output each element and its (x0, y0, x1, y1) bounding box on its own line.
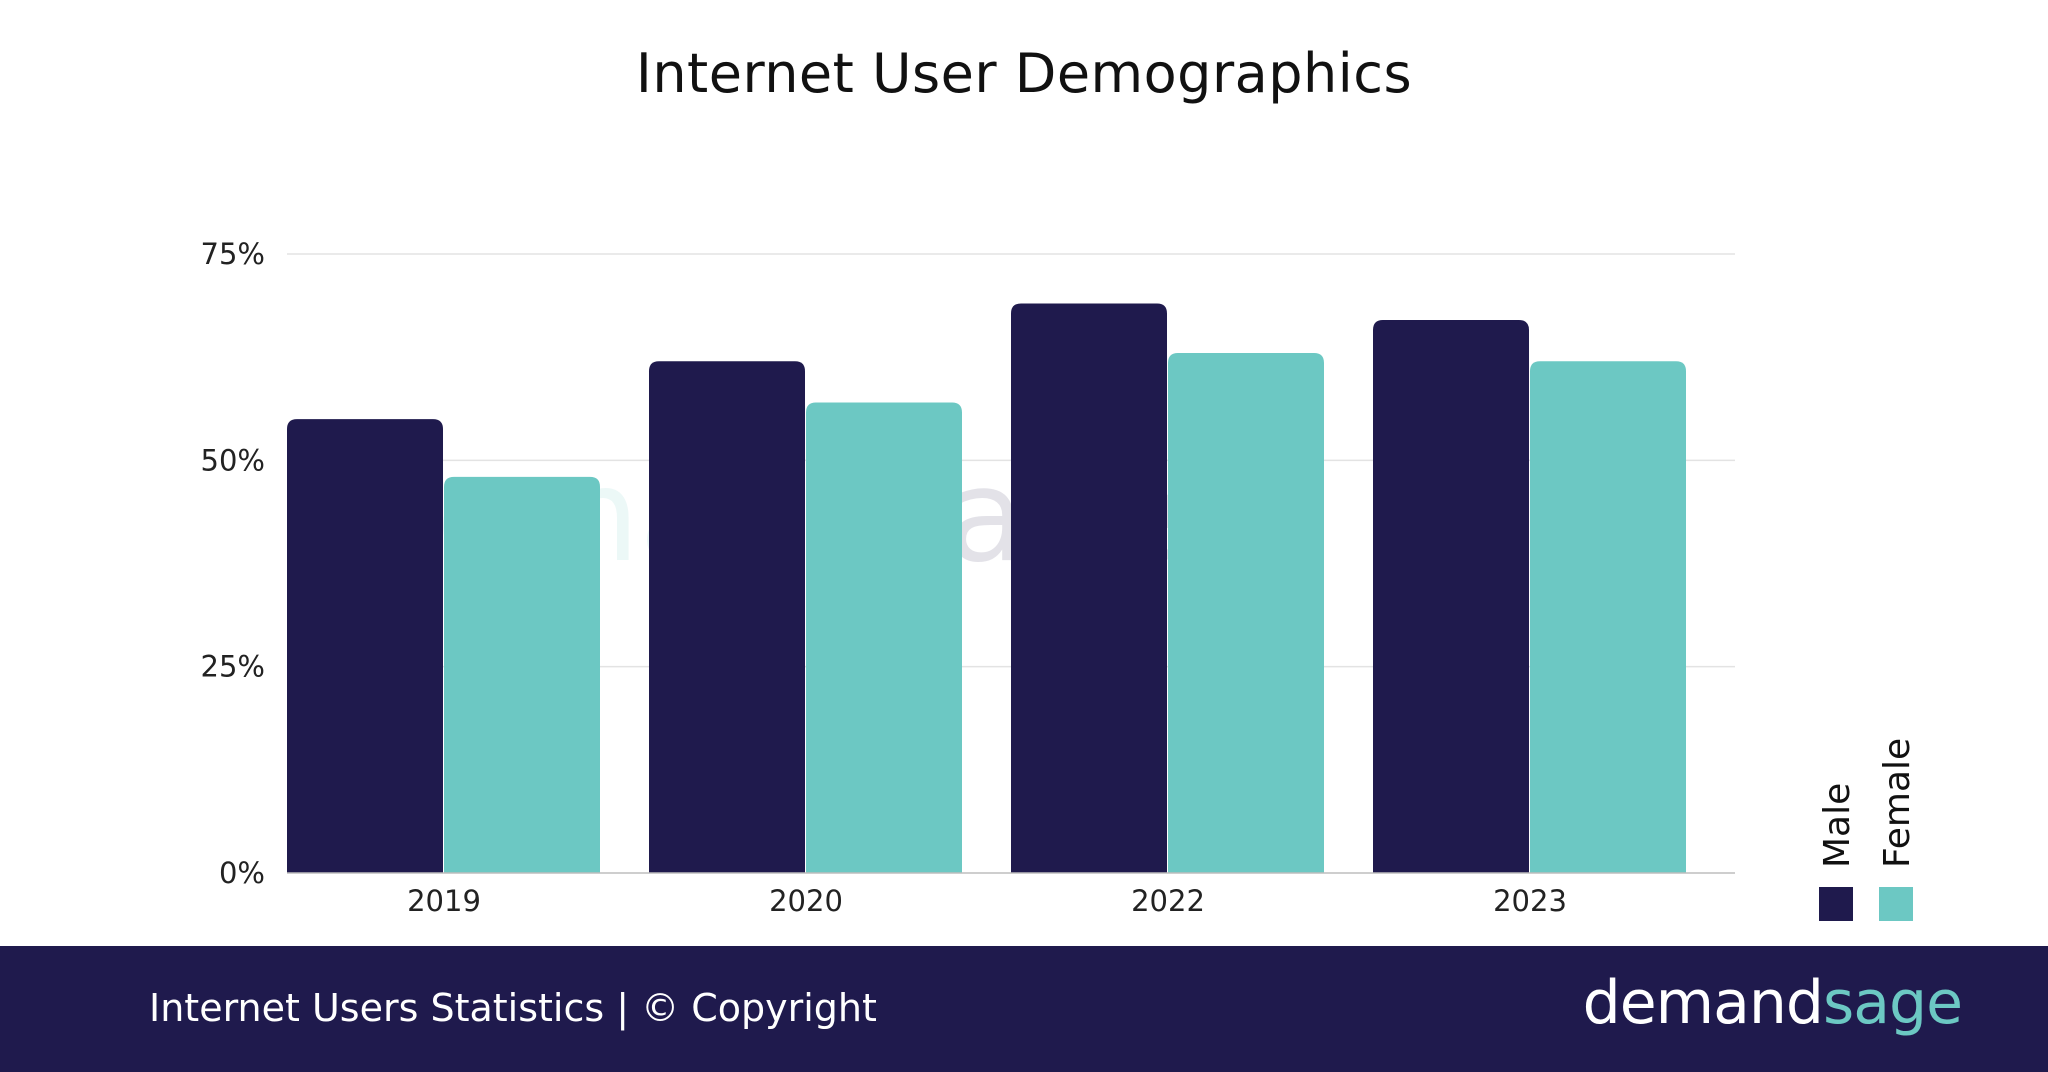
x-tick-label: 2023 (1493, 884, 1567, 918)
bars (287, 303, 1686, 873)
bar-male-2019 (287, 419, 443, 873)
footer-caption: Internet Users Statistics | © Copyright (149, 986, 877, 1030)
brand-part2: sage (1822, 968, 1963, 1038)
bar-male-2022 (1011, 303, 1167, 873)
axes: 0% 25% 50% 75% 2019 2020 2022 2023 (201, 237, 1735, 918)
bar-female-2023 (1530, 361, 1686, 873)
x-tick-label: 2019 (407, 884, 481, 918)
chart-title: Internet User Demographics (635, 42, 1413, 105)
bar-male-2023 (1373, 320, 1529, 873)
footer-bar: Internet Users Statistics | © Copyright … (0, 946, 2048, 1072)
legend-label-female: Female (1877, 738, 1918, 868)
legend-swatch-male (1819, 887, 1853, 921)
y-tick-label: 75% (201, 237, 265, 271)
bar-male-2020 (649, 361, 805, 873)
y-tick-label: 0% (219, 856, 265, 890)
legend-label-male: Male (1817, 783, 1858, 868)
legend-swatch-female (1879, 887, 1913, 921)
bar-female-2020 (806, 402, 962, 873)
x-tick-label: 2020 (769, 884, 843, 918)
x-tick-label: 2022 (1131, 884, 1205, 918)
brand-part1: demand (1582, 968, 1824, 1038)
bar-female-2022 (1168, 353, 1324, 873)
legend: Male Female (1817, 738, 1918, 921)
bar-female-2019 (444, 476, 600, 873)
brand-logo: demandsage (1582, 968, 1963, 1038)
y-tick-label: 25% (201, 650, 265, 684)
y-tick-label: 50% (201, 443, 265, 477)
